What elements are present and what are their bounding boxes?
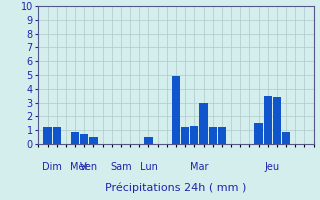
Bar bbox=[199, 103, 208, 144]
Bar bbox=[52, 127, 61, 144]
Bar bbox=[172, 76, 180, 144]
Bar bbox=[80, 134, 88, 144]
Text: Lun: Lun bbox=[140, 162, 157, 172]
Bar bbox=[71, 132, 79, 144]
Text: Jeu: Jeu bbox=[265, 162, 280, 172]
Bar bbox=[273, 97, 281, 144]
Bar bbox=[218, 127, 226, 144]
Bar bbox=[181, 127, 189, 144]
Text: Sam: Sam bbox=[110, 162, 132, 172]
Bar bbox=[209, 127, 217, 144]
Bar bbox=[190, 126, 198, 144]
Bar bbox=[264, 96, 272, 144]
Text: Mer: Mer bbox=[70, 162, 89, 172]
Bar bbox=[44, 127, 52, 144]
Bar bbox=[282, 132, 290, 144]
Text: Ven: Ven bbox=[80, 162, 98, 172]
Bar bbox=[89, 137, 98, 144]
Text: Dim: Dim bbox=[42, 162, 62, 172]
Bar bbox=[144, 137, 153, 144]
Text: Mar: Mar bbox=[190, 162, 208, 172]
Text: Précipitations 24h ( mm ): Précipitations 24h ( mm ) bbox=[105, 183, 247, 193]
Bar bbox=[254, 123, 263, 144]
